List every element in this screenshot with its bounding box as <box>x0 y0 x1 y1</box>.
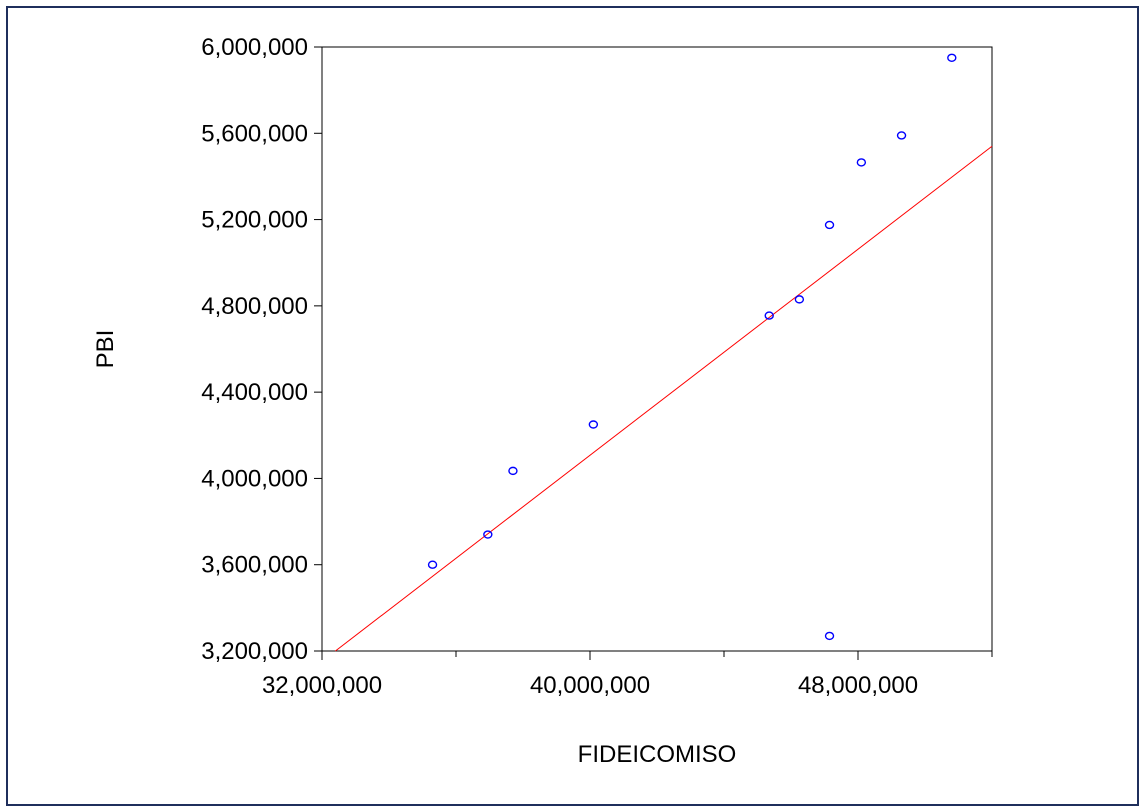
data-point-7 <box>856 158 867 167</box>
data-point-9 <box>947 53 957 62</box>
y-tick-label: 6,000,000 <box>201 34 308 61</box>
y-tick-label: 4,400,000 <box>201 379 308 406</box>
data-point-2 <box>508 466 518 476</box>
data-point-0 <box>427 560 438 569</box>
x-tick-label: 40,000,000 <box>530 672 650 699</box>
data-point-10 <box>824 631 835 641</box>
x-axis-label: FIDEICOMISO <box>578 741 737 768</box>
plot-area: 3,200,000 3,600,000 4,000,000 4,400,000 4,80… <box>201 34 993 699</box>
data-point-1 <box>483 530 493 539</box>
x-tick-label: 32,000,000 <box>262 672 382 699</box>
y-tick-label: 3,600,000 <box>201 552 308 579</box>
y-tick-label: 5,600,000 <box>201 120 308 147</box>
y-tick-label: 4,800,000 <box>201 293 308 320</box>
regression-line <box>335 145 993 652</box>
x-axis: 32,000,000 40,000,000 48,000,000 <box>262 651 993 699</box>
y-axis-label: PBI <box>92 330 119 369</box>
data-points <box>427 53 957 641</box>
data-point-8 <box>896 131 907 140</box>
chart-frame <box>6 6 1139 806</box>
plot-box <box>321 46 993 652</box>
y-axis: 3,200,000 3,600,000 4,000,000 4,400,000 4,80… <box>201 34 322 665</box>
y-tick-label: 4,000,000 <box>201 465 308 492</box>
data-point-3 <box>588 420 599 429</box>
data-point-5 <box>794 295 805 304</box>
x-tick-label: 48,000,000 <box>798 672 918 699</box>
data-point-6 <box>824 220 835 230</box>
y-tick-label: 5,200,000 <box>201 207 308 234</box>
data-point-4 <box>764 311 774 320</box>
y-tick-label: 3,200,000 <box>201 638 308 665</box>
